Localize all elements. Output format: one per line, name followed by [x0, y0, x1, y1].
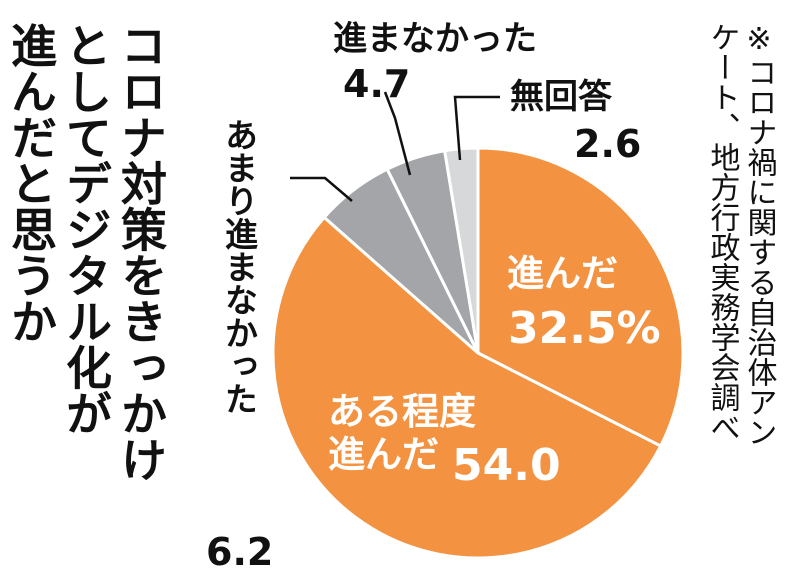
pie-slices	[271, 146, 685, 560]
slice-label-susunda: 進んだ	[507, 252, 618, 295]
chart-title-line-1: コロナ対策をきっかけ	[114, 22, 168, 482]
slice-value-amari: 6.2	[206, 530, 273, 574]
slice-value-susumanakatta: 4.7	[343, 62, 410, 106]
pie-slice-mukaitou	[443, 146, 480, 355]
pie-slice-susunda	[476, 146, 685, 448]
source-note-line-2: ケート、地方行政実務学会調べ	[705, 22, 741, 442]
leader-line-susumanakatta	[383, 91, 412, 176]
slice-value-mukaitou: 2.6	[574, 122, 641, 166]
slice-label-aruteido-line-1: ある程度	[328, 390, 476, 433]
slice-value-susunda: 32.5%	[508, 303, 661, 354]
slice-label-mukaitou: 無回答	[510, 77, 613, 117]
pie-slice-aruteido	[271, 215, 663, 560]
slice-label-aruteido-line-2: 進んだ	[328, 433, 439, 476]
leader-line-amari	[290, 176, 353, 202]
chart-title-line-2: としてデジタル化が	[59, 22, 113, 436]
leader-lines	[290, 91, 500, 202]
slice-label-susumanakatta: 進まなかった	[333, 19, 537, 59]
slice-label-amari: あまり進まなかった	[220, 118, 259, 415]
chart-title-line-3: 進んだと思うか	[4, 22, 58, 344]
source-note-line-1: ※コロナ禍に関する自治体アン	[742, 22, 778, 447]
slice-value-aruteido: 54.0	[452, 440, 561, 491]
leader-line-mukaitou	[453, 95, 500, 161]
